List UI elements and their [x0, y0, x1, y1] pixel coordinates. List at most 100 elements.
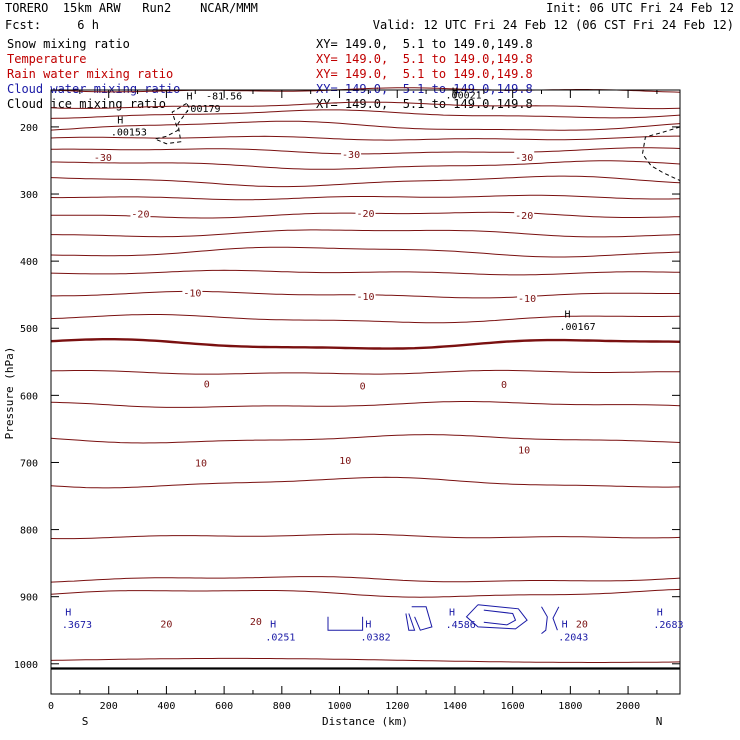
temperature-contour: [51, 229, 681, 238]
cloud-water-contour: [465, 604, 528, 630]
extremum-label: H: [65, 607, 71, 618]
temperature-contour: [50, 657, 681, 663]
model-title: TORERO 15km ARW Run2 NCAR/MMM: [5, 1, 258, 15]
temperature-label: 0: [501, 380, 507, 391]
temperature-label-bg: [335, 453, 356, 465]
cloud-ice-contour: [641, 126, 681, 182]
legend-rain-name: Rain water mixing ratio: [7, 67, 174, 81]
extremum-label: H: [562, 620, 568, 631]
cloud-water-contour: [405, 613, 416, 631]
legend-snow-xy: XY= 149.0, 5.1 to 149.0,149.8: [316, 37, 533, 51]
temperature-contour: [50, 434, 681, 444]
extremum-label: .2683: [653, 620, 683, 631]
temperature-contour: [50, 369, 681, 375]
extremum-label: H: [449, 607, 455, 618]
init-time: Init: 06 UTC Fri 24 Feb 12: [546, 1, 734, 15]
x-tick-label: 2000: [616, 701, 640, 712]
y-tick-label: 700: [20, 458, 38, 469]
extremum-label: H: [657, 607, 663, 618]
x-tick-label: 800: [273, 701, 291, 712]
temperature-contour: [50, 109, 681, 119]
cloud-water-contour: [411, 606, 433, 631]
temperature-contour: [50, 175, 681, 188]
temperature-contour: [50, 401, 681, 408]
valid-time: Valid: 12 UTC Fri 24 Feb 12 (06 CST Fri …: [372, 18, 734, 32]
temperature-label-bg: [245, 614, 266, 626]
x-tick-label: 200: [100, 701, 118, 712]
extremum-label: .0382: [361, 632, 391, 643]
temperature-contour: [50, 314, 681, 324]
temperature-label: 20: [250, 617, 262, 628]
temperature-label-bg: [352, 379, 373, 391]
y-tick-label: 200: [20, 123, 38, 134]
x-tick-label: 600: [215, 701, 233, 712]
temperature-label-bg: [191, 456, 212, 468]
cloud-ice-contours: [153, 102, 681, 182]
cloud-water-contour: [552, 606, 560, 631]
contour-labels: -30 -30 -30 -20 -20 -20 -10 -10 -10 0 0 0 10 10 10 20 20…: [62, 87, 684, 644]
extremum-label: .00021: [446, 91, 482, 102]
temperature-label-bg: [514, 151, 535, 163]
temperature-label-bg: [517, 292, 538, 304]
cloud-water-contour: [483, 609, 517, 626]
temperature-label: -30: [342, 150, 360, 161]
temperature-label: -30: [94, 153, 112, 164]
legend-cloud-ice-xy: XY= 149.0, 5.1 to 149.0,149.8: [316, 97, 533, 111]
plot-frame: [50, 89, 681, 695]
temperature-label-bg: [571, 617, 592, 629]
temperature-label-bg: [341, 147, 362, 159]
extremum-label: H: [117, 116, 123, 127]
extremum-label: .3673: [62, 620, 92, 631]
cloud-ice-contour: [153, 102, 191, 145]
temperature-label-bg: [196, 377, 217, 389]
y-tick-label: 600: [20, 391, 38, 402]
temperature-label: 20: [576, 620, 588, 631]
temperature-label: 10: [339, 456, 351, 467]
extremum-label: H: [365, 620, 371, 631]
x-tick-label: 1000: [327, 701, 351, 712]
temperature-label-bg: [355, 206, 376, 218]
temperature-contour: [50, 147, 681, 155]
cloud-water-contours: [327, 604, 560, 634]
temperature-contour: [50, 533, 681, 540]
south-label: S: [82, 715, 89, 728]
temperature-label-bg: [355, 290, 376, 302]
temperature-label: 20: [160, 620, 172, 631]
temperature-contour: [51, 160, 681, 170]
x-tick-label: 400: [157, 701, 175, 712]
x-tick-label: 1200: [385, 701, 409, 712]
y-tick-label: 400: [20, 257, 38, 268]
temperature-label-bg: [493, 377, 514, 389]
cloud-water-contour: [327, 616, 364, 631]
extremum-label: .00153: [111, 128, 147, 139]
temperature-label: 10: [195, 458, 207, 469]
temperature-contour: [50, 246, 681, 258]
temperature-label-bg: [130, 207, 151, 219]
temperature-label-bg: [92, 151, 113, 163]
temperature-contour: [50, 576, 681, 583]
cloud-water-contour: [541, 606, 548, 634]
extremum-label: .2043: [558, 632, 588, 643]
y-tick-label: 500: [20, 324, 38, 335]
y-tick-label: 800: [20, 526, 38, 537]
extremum-label: .00179: [184, 104, 220, 115]
legend-cloud-water-name: Cloud water mixing ratio: [7, 82, 181, 96]
legend-temperature-name: Temperature: [7, 52, 87, 66]
temperature-contours: [50, 87, 681, 670]
temperature-label: -20: [356, 209, 374, 220]
y-tick-label: 300: [20, 190, 38, 201]
temperature-contour: [50, 120, 681, 131]
temperature-contour: [50, 194, 681, 201]
extremum-label: H: [186, 91, 192, 102]
x-axis-label: Distance (km): [322, 715, 408, 728]
temperature-label: -10: [356, 292, 374, 303]
temperature-contour: [50, 338, 681, 350]
temperature-label: 10: [518, 446, 530, 457]
temperature-label: -10: [183, 289, 201, 300]
north-label: N: [656, 715, 663, 728]
temperature-label-bg: [514, 208, 535, 220]
temperature-label-bg: [156, 617, 177, 629]
extremum-label: .00167: [560, 322, 596, 333]
x-tick-label: 1600: [501, 701, 525, 712]
